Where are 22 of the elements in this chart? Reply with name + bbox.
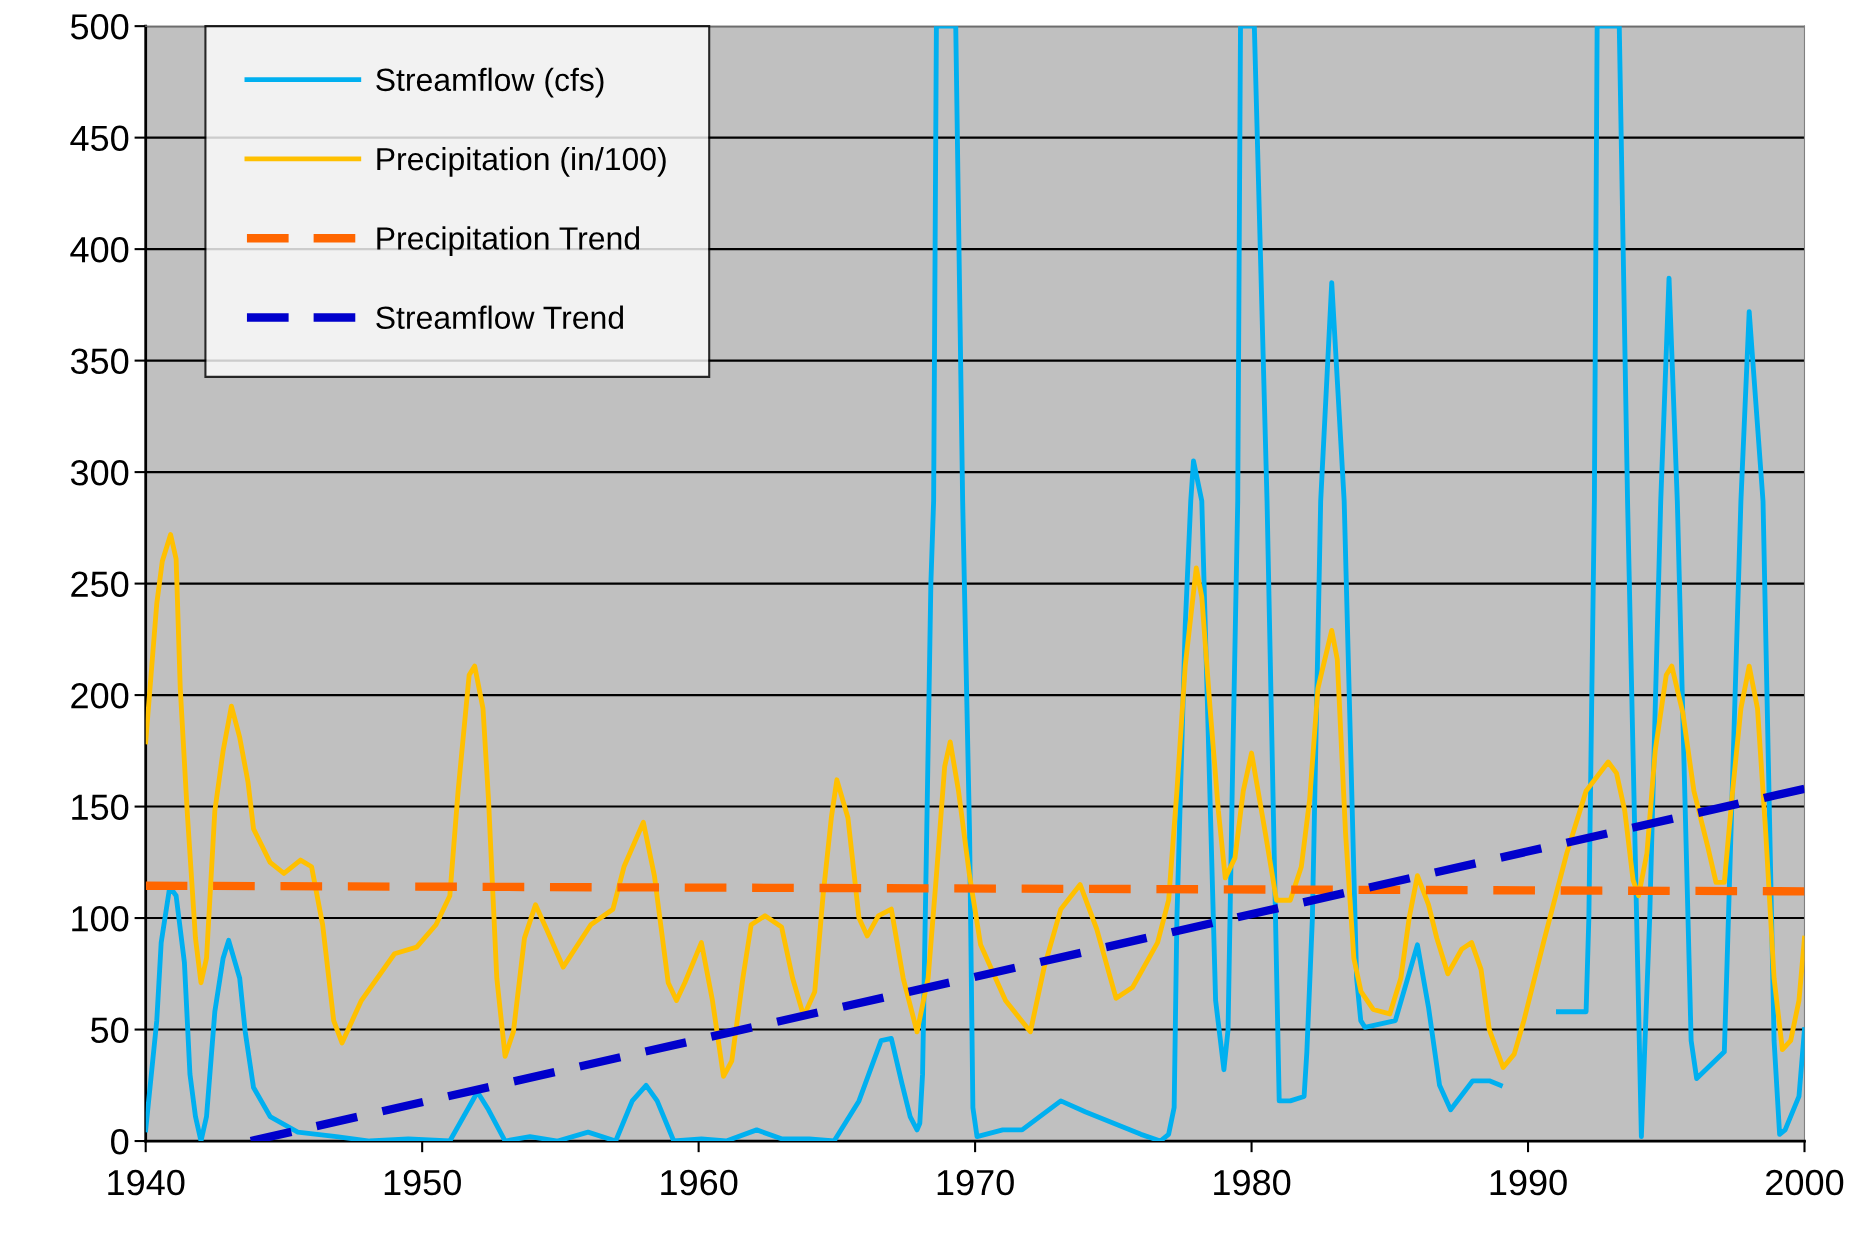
- y-tick-label: 500: [70, 14, 129, 40]
- y-tick-label: 350: [70, 348, 129, 375]
- x-tick-label: 1980: [1214, 1169, 1291, 1196]
- legend-label: Precipitation (in/100): [377, 146, 666, 177]
- y-tick-label: 50: [91, 1017, 129, 1043]
- y-tick-label: 150: [72, 794, 129, 821]
- y-tick-label: 100: [72, 905, 129, 932]
- y-tick-label: 450: [70, 125, 129, 152]
- legend-label: Streamflow (cfs): [376, 67, 604, 98]
- x-tick-label: 2000: [1766, 1169, 1844, 1196]
- legend-label: Streamflow Trend: [376, 305, 623, 330]
- legend-label: Precipitation Trend: [377, 226, 640, 257]
- x-tick-label: 1970: [937, 1169, 1014, 1196]
- x-tick-label: 1990: [1490, 1169, 1567, 1196]
- y-tick-label: 300: [70, 459, 129, 486]
- y-tick-label: 0: [111, 1128, 129, 1155]
- y-tick-label: 400: [70, 236, 129, 263]
- y-tick-label: 250: [71, 571, 129, 598]
- y-tick-label: 200: [71, 682, 129, 709]
- x-tick-label: 1960: [661, 1169, 738, 1196]
- x-tick-label: 1940: [108, 1169, 185, 1196]
- x-tick-label: 1950: [384, 1169, 461, 1196]
